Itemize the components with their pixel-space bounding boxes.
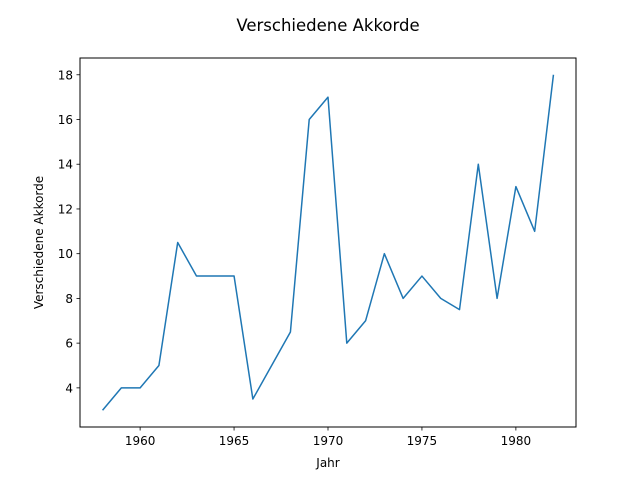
x-tick-label: 1980	[501, 434, 532, 448]
y-tick-label: 6	[65, 337, 73, 351]
x-tick-label: 1965	[219, 434, 250, 448]
x-axis: 1960 1965 1970 1975 1980	[125, 427, 531, 448]
series-line-0	[101, 74, 555, 411]
y-axis: 4 6 8 10 12 14 16 18	[58, 68, 80, 395]
y-axis-label: Verschiedene Akkorde	[32, 176, 46, 309]
y-tick-label: 8	[65, 292, 73, 306]
y-tick-label: 4	[65, 381, 73, 395]
y-tick-label: 10	[58, 247, 73, 261]
y-tick-label: 16	[58, 113, 73, 127]
chart-title: Verschiedene Akkorde	[236, 16, 419, 35]
y-tick-label: 14	[58, 158, 73, 172]
plot-area	[101, 74, 555, 411]
y-tick-label: 12	[58, 202, 73, 216]
x-axis-label: Jahr	[315, 456, 339, 470]
y-tick-label: 18	[58, 68, 73, 82]
x-tick-label: 1975	[407, 434, 438, 448]
x-tick-label: 1960	[125, 434, 156, 448]
x-tick-label: 1970	[313, 434, 344, 448]
